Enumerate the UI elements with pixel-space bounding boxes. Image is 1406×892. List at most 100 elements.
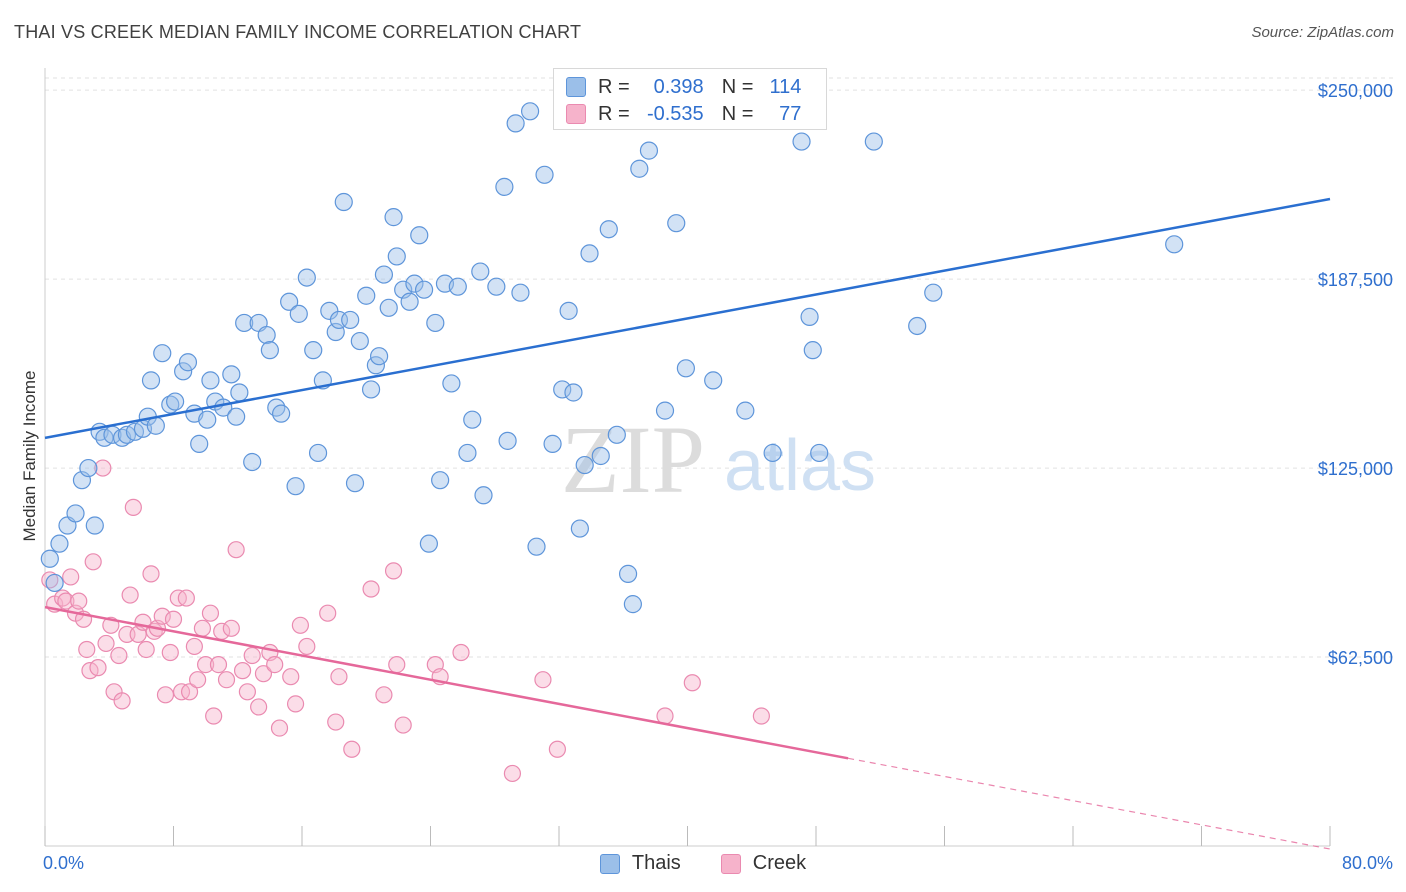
creek-point [298, 637, 316, 656]
thai-point [630, 159, 649, 178]
thai-point [190, 434, 209, 453]
thai-point [800, 307, 819, 326]
thai-point [243, 452, 262, 472]
thai-point [272, 404, 291, 423]
creek-point [238, 683, 256, 701]
legend-row-creek: R = -0.535 N = 77 [566, 101, 801, 127]
thai-point [350, 331, 369, 351]
legend-swatch-thais [566, 77, 586, 97]
thai-point [575, 455, 594, 475]
thai-point [426, 313, 445, 333]
creek-point [319, 604, 337, 622]
creek-point [193, 619, 212, 637]
thai-point [487, 277, 506, 296]
creek-point [205, 707, 223, 725]
thai-point [655, 401, 675, 420]
creek-point [362, 580, 380, 598]
thai-point [387, 247, 406, 266]
thai-point [370, 347, 389, 366]
thai-point [908, 316, 927, 336]
thai-point [498, 431, 517, 450]
creek-trend-extension [848, 757, 1331, 850]
creek-point [137, 640, 155, 659]
thai-trend-line [44, 197, 1331, 440]
thai-point [1165, 235, 1184, 254]
creek-point [78, 640, 96, 659]
thai-point [161, 395, 180, 414]
thai-point [474, 486, 493, 505]
thai-point [553, 380, 572, 399]
r-value: 0.398 [653, 75, 704, 98]
thai-points [40, 102, 1184, 614]
thai-point [178, 353, 198, 372]
thai-point [357, 286, 376, 305]
creek-points [41, 459, 770, 783]
stats-legend: R = 0.398 N = 114 R = -0.535 N = 77 [553, 68, 827, 130]
watermark-atlas: atlas [724, 426, 876, 506]
creek-point [388, 655, 406, 674]
legend-item-thais[interactable]: Thais [599, 852, 681, 875]
creek-point [62, 568, 80, 586]
y-tick-label: $187,500 [1318, 270, 1393, 290]
legend-swatch-creek [720, 853, 741, 874]
creek-point [209, 655, 228, 674]
creek-point [752, 707, 770, 725]
thai-point [495, 177, 514, 196]
creek-point [180, 683, 199, 701]
thai-point [50, 534, 69, 553]
axes [44, 68, 1331, 847]
creek-point [286, 695, 305, 713]
creek-point [185, 637, 203, 656]
thai-point [230, 383, 249, 402]
thai-point [763, 443, 782, 463]
creek-point [243, 646, 261, 665]
thai-point [410, 226, 429, 245]
creek-point [250, 698, 268, 716]
thai-point [286, 477, 305, 496]
creek-trend-line [44, 605, 849, 760]
thai-point [924, 283, 943, 302]
r-label: R = [598, 75, 630, 98]
legend-label-creek: Creek [752, 852, 807, 874]
thai-point [431, 471, 450, 490]
thai-point [570, 519, 589, 538]
creek-point [153, 607, 171, 625]
thai-point [564, 383, 583, 402]
creek-point [503, 764, 522, 783]
thai-point [580, 244, 599, 263]
thai-point [79, 458, 98, 478]
thai-point [174, 362, 193, 381]
thai-point [448, 277, 467, 296]
creek-point [57, 592, 75, 610]
thai-point [384, 208, 403, 227]
thai-point [591, 446, 610, 466]
thai-point [442, 374, 461, 393]
legend-item-creek[interactable]: Creek [720, 852, 807, 875]
thai-point [511, 283, 530, 302]
legend-swatch-creek [566, 104, 586, 124]
thai-point [289, 304, 308, 323]
thai-point [864, 132, 883, 151]
creek-point [89, 659, 107, 677]
watermark-zip: ZIP [561, 406, 705, 513]
thai-point [810, 443, 829, 463]
thai-point [527, 537, 546, 556]
grid-lines [45, 77, 1395, 658]
y-tick-label: $125,000 [1318, 459, 1393, 479]
creek-point [375, 686, 393, 704]
creek-point [142, 565, 160, 583]
thai-point [227, 407, 246, 426]
legend-row-thais: R = 0.398 N = 114 [566, 74, 801, 100]
thai-point [166, 392, 185, 411]
creek-point [384, 562, 403, 580]
creek-point [188, 671, 207, 689]
creek-point [548, 740, 566, 758]
thai-point [803, 341, 822, 360]
creek-point [197, 655, 215, 674]
creek-point [94, 459, 112, 477]
thai-point [463, 410, 482, 429]
creek-point [124, 498, 142, 516]
legend-label-thais: Thais [631, 852, 681, 874]
creek-point [121, 586, 139, 604]
thai-point [153, 344, 172, 363]
